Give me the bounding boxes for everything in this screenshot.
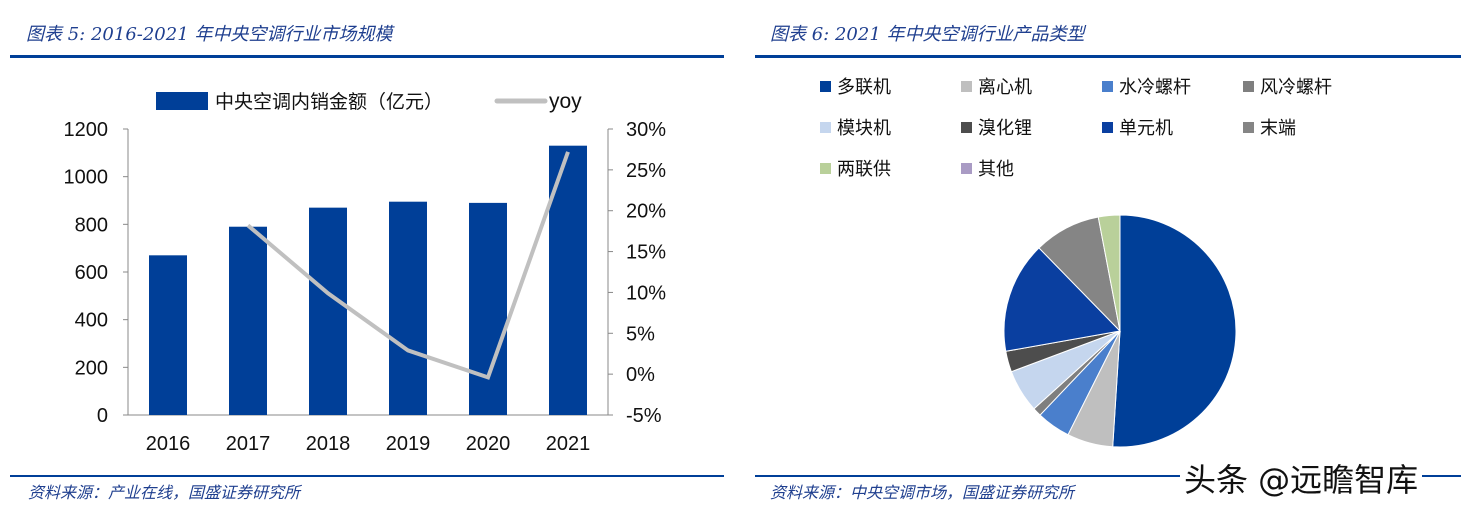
left-tick-label: 200 bbox=[75, 357, 108, 379]
right-tick-label: 30% bbox=[626, 119, 666, 141]
left-source: 资料来源：产业在线，国盛证券研究所 bbox=[28, 483, 301, 502]
x-tick-label: 2019 bbox=[386, 433, 431, 455]
legend-swatch-sales bbox=[156, 92, 208, 110]
legend-swatch-0 bbox=[820, 81, 831, 92]
right-tick-label: 25% bbox=[626, 160, 666, 182]
legend-swatch-6 bbox=[1102, 122, 1113, 133]
x-tick-label: 2017 bbox=[226, 433, 271, 455]
right-tick-label: 5% bbox=[626, 323, 655, 345]
legend-swatch-9 bbox=[961, 163, 972, 174]
watermark: 头条 @远瞻智库 bbox=[1180, 455, 1423, 501]
bar-2018 bbox=[309, 207, 347, 415]
left-footer-rule bbox=[10, 475, 724, 477]
legend-swatch-2 bbox=[1102, 81, 1113, 92]
right-footer-rule bbox=[755, 475, 1461, 477]
pie-slice-6 bbox=[1003, 247, 1122, 352]
bar-2016 bbox=[149, 255, 187, 415]
bar-2020 bbox=[469, 202, 507, 415]
x-tick-label: 2018 bbox=[306, 433, 351, 455]
legend-label-sales: 中央空调内销金额（亿元） bbox=[215, 91, 443, 113]
right-tick-label: -5% bbox=[626, 405, 662, 427]
left-title-rule bbox=[10, 55, 724, 58]
legend-swatch-4 bbox=[820, 122, 831, 133]
x-tick-label: 2020 bbox=[466, 433, 511, 455]
right-source: 资料来源：中央空调市场，国盛证券研究所 bbox=[770, 483, 1075, 502]
left-tick-label: 400 bbox=[75, 310, 108, 332]
bar-2019 bbox=[389, 201, 427, 415]
right-tick-label: 20% bbox=[626, 201, 666, 223]
x-tick-label: 2016 bbox=[146, 433, 191, 455]
legend-swatch-5 bbox=[961, 122, 972, 133]
x-tick-label: 2021 bbox=[546, 433, 591, 455]
right-tick-label: 15% bbox=[626, 242, 666, 264]
legend-label-4: 模块机 bbox=[837, 118, 891, 138]
right-tick-label: 0% bbox=[626, 364, 655, 386]
left-tick-label: 800 bbox=[75, 214, 108, 236]
bar-2017 bbox=[229, 226, 267, 415]
left-tick-label: 600 bbox=[75, 262, 108, 284]
legend-label-7: 末端 bbox=[1260, 118, 1296, 138]
legend-label-8: 两联供 bbox=[837, 159, 891, 179]
legend-label-3: 风冷螺杆 bbox=[1260, 77, 1332, 97]
legend-label-yoy: yoy bbox=[549, 90, 582, 113]
legend-swatch-1 bbox=[961, 81, 972, 92]
left-chart-title: 图表 5: 2016-2021 年中央空调行业市场规模 bbox=[26, 24, 393, 45]
pie-slice-8 bbox=[1097, 214, 1121, 332]
legend-label-9: 其他 bbox=[978, 159, 1014, 179]
legend-swatch-7 bbox=[1243, 122, 1254, 133]
right-title-rule bbox=[755, 55, 1461, 58]
legend-label-6: 单元机 bbox=[1119, 118, 1173, 138]
right-chart-title: 图表 6: 2021 年中央空调行业产品类型 bbox=[770, 24, 1085, 45]
legend-swatch-3 bbox=[1243, 81, 1254, 92]
legend-label-0: 多联机 bbox=[837, 77, 891, 97]
left-tick-label: 1200 bbox=[64, 119, 109, 141]
left-tick-label: 0 bbox=[97, 405, 108, 427]
right-tick-label: 10% bbox=[626, 282, 666, 304]
left-tick-label: 1000 bbox=[64, 167, 109, 189]
legend-label-5: 溴化锂 bbox=[978, 118, 1032, 138]
pie-slice-0 bbox=[1112, 214, 1237, 448]
legend-swatch-8 bbox=[820, 163, 831, 174]
legend-label-1: 离心机 bbox=[978, 77, 1032, 97]
legend-label-2: 水冷螺杆 bbox=[1119, 77, 1191, 97]
